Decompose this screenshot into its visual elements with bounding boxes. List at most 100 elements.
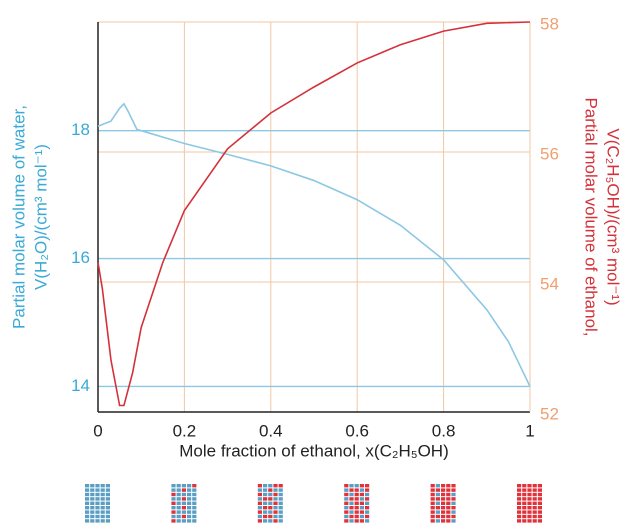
molecule-cell (365, 497, 370, 501)
molecule-cell (527, 488, 532, 492)
molecule-cell (171, 497, 176, 501)
molecule-cell (441, 519, 446, 523)
molecule-cell (451, 492, 456, 497)
molecule-cell (359, 501, 364, 505)
molecule-cell (532, 519, 537, 523)
molecule-cell (365, 519, 370, 523)
molecule-cell (359, 492, 364, 497)
molecule-cell (517, 510, 522, 514)
molecule-cell (522, 514, 527, 519)
molecule-cell (85, 510, 90, 514)
molecule-cell (181, 519, 186, 523)
molecule-cell (192, 506, 197, 510)
molecule-cell (268, 488, 273, 492)
molecule-cell (359, 510, 364, 514)
molecule-cell (176, 497, 181, 501)
y2-tick-label: 56 (540, 144, 559, 163)
molecule-cell (532, 492, 537, 497)
molecule-cell (522, 519, 527, 523)
molecule-cell (100, 519, 105, 523)
molecule-cell (527, 492, 532, 497)
molecule-cell (100, 506, 105, 510)
molecule-cell (257, 501, 262, 505)
molecule-cell (527, 510, 532, 514)
molecule-cell (344, 492, 349, 497)
molecule-cell (522, 501, 527, 505)
composition-icon (257, 484, 283, 523)
molecule-cell (527, 484, 532, 488)
molecule-cell (268, 497, 273, 501)
composition-icon (430, 484, 456, 523)
molecule-cell (181, 497, 186, 501)
molecule-cell (354, 506, 359, 510)
molecule-cell (517, 501, 522, 505)
molecule-cell (365, 514, 370, 519)
molecule-cell (90, 519, 95, 523)
x-tick-label: 0 (93, 421, 102, 440)
molecule-cell (100, 510, 105, 514)
molecule-cell (527, 514, 532, 519)
molecule-cell (181, 510, 186, 514)
molecule-cell (451, 506, 456, 510)
molecule-cell (105, 497, 110, 501)
molecule-cell (517, 484, 522, 488)
molecule-cell (430, 497, 435, 501)
molecule-cell (263, 519, 268, 523)
molecule-cell (517, 488, 522, 492)
molecule-cell (532, 484, 537, 488)
molecule-cell (187, 519, 192, 523)
molecule-cell (365, 488, 370, 492)
molecule-cell (344, 484, 349, 488)
molecule-cell (181, 484, 186, 488)
molecule-cell (354, 510, 359, 514)
molecule-cell (451, 514, 456, 519)
molecule-cell (349, 510, 354, 514)
molecule-cell (349, 506, 354, 510)
molecule-cell (278, 506, 283, 510)
molecule-cell (522, 488, 527, 492)
molecule-cell (430, 488, 435, 492)
molecule-cell (537, 514, 542, 519)
molecule-cell (257, 519, 262, 523)
molecule-cell (187, 484, 192, 488)
molecule-cell (176, 488, 181, 492)
molecule-cell (257, 488, 262, 492)
molecule-cell (85, 506, 90, 510)
molecule-cell (278, 510, 283, 514)
molecule-cell (100, 492, 105, 497)
molecule-cell (517, 506, 522, 510)
molecule-cell (430, 506, 435, 510)
molecule-cell (273, 510, 278, 514)
molecule-cell (435, 506, 440, 510)
molecule-cell (451, 510, 456, 514)
molecule-cell (435, 501, 440, 505)
molecule-cell (435, 519, 440, 523)
molecule-cell (532, 501, 537, 505)
molecule-cell (95, 501, 100, 505)
molecule-cell (176, 506, 181, 510)
molecule-cell (90, 484, 95, 488)
molecule-cell (527, 506, 532, 510)
molecule-cell (171, 488, 176, 492)
molecule-cell (435, 488, 440, 492)
molecule-cell (435, 484, 440, 488)
molecule-cell (349, 501, 354, 505)
molecule-cell (181, 488, 186, 492)
molecule-cell (365, 506, 370, 510)
molecule-cell (344, 501, 349, 505)
molecule-cell (90, 492, 95, 497)
molecule-cell (537, 488, 542, 492)
molecule-cell (430, 519, 435, 523)
y2-axis-label: Partial molar volume of ethanol, (582, 97, 601, 336)
molecule-cell (90, 497, 95, 501)
molecule-cell (192, 514, 197, 519)
molecule-cell (349, 519, 354, 523)
molecule-cell (278, 492, 283, 497)
molecule-cell (176, 510, 181, 514)
molecule-cell (446, 506, 451, 510)
molecule-cell (359, 497, 364, 501)
molecule-cell (537, 501, 542, 505)
molecule-cell (95, 497, 100, 501)
molecule-cell (446, 488, 451, 492)
